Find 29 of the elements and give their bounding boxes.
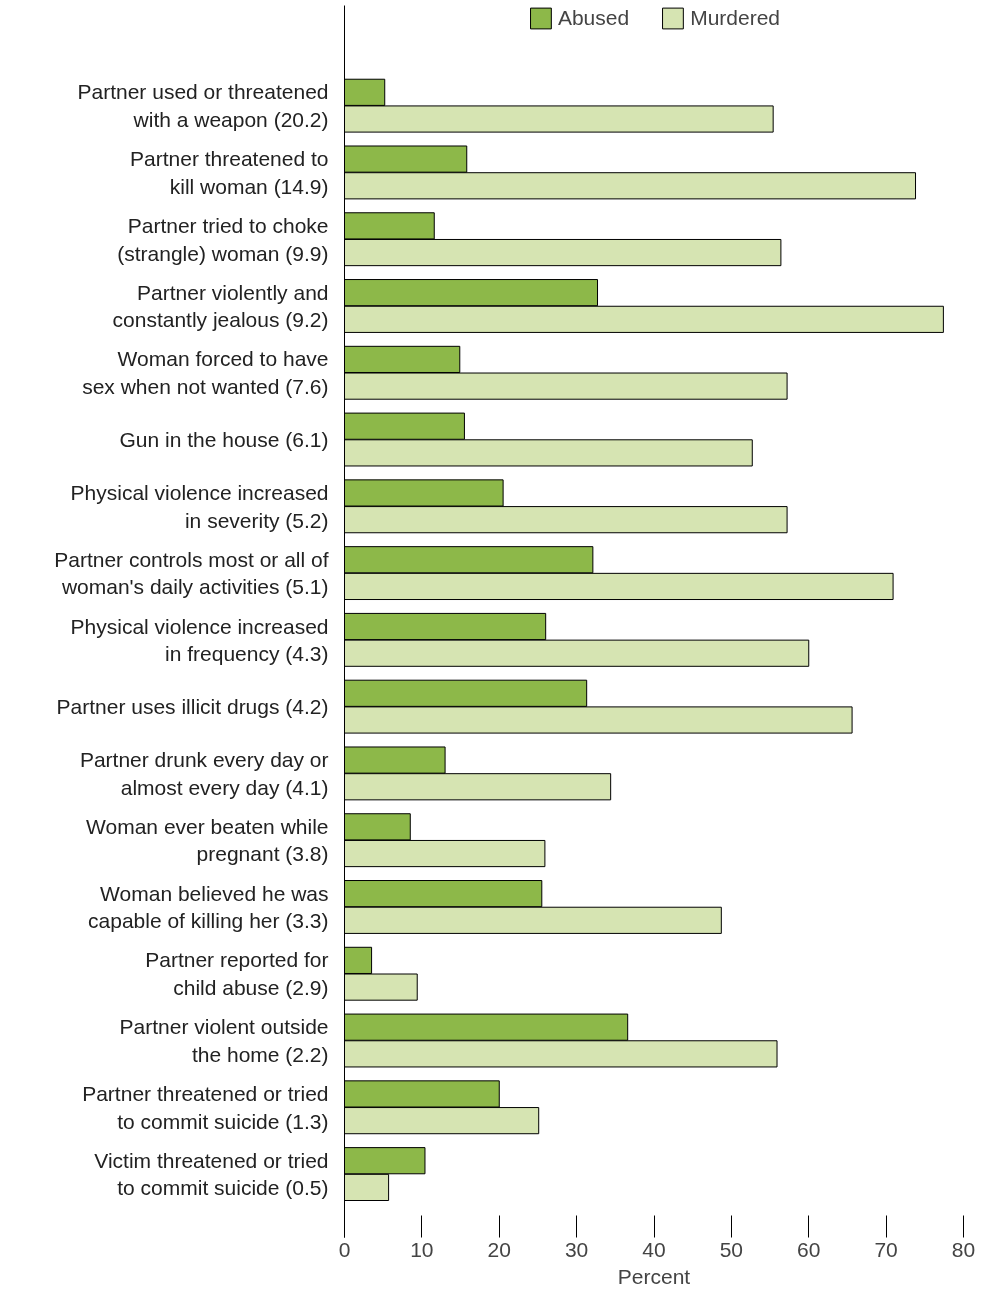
y-tick-label: Physical violence increased in frequency (4.3): [70, 614, 329, 666]
x-tick-label: 10: [410, 1237, 434, 1261]
x-tick-label: 20: [487, 1237, 511, 1261]
y-tick-label: Physical violence increased in severity (5.2): [70, 481, 329, 532]
x-tick-label: 80: [951, 1237, 976, 1261]
y-tick-label: Partner controls most or all of woman's daily activities (5.1): [54, 547, 329, 599]
y-tick-label: Partner reported for child abuse (2.9): [145, 948, 329, 1000]
y-tick-label: Partner violently and constantly jealous (9.2): [112, 280, 329, 332]
y-tick-label: Partner threatened or tried to commit suicide (1.3): [82, 1081, 329, 1133]
legend-label: Abused: [557, 6, 630, 30]
x-axis-title: Percent: [617, 1264, 691, 1288]
x-tick-label: 70: [874, 1237, 898, 1261]
y-tick-label: Gun in the house (6.1): [119, 428, 329, 452]
x-tick-label: 0: [338, 1237, 351, 1261]
x-tick-label: 50: [719, 1237, 744, 1261]
x-tick-label: 30: [564, 1237, 589, 1261]
x-tick-label: 60: [797, 1237, 821, 1261]
y-tick-label: Woman believed he was capable of killing her (3.3): [88, 881, 329, 933]
y-tick-label: Partner violent outside the home (2.2): [119, 1015, 329, 1066]
y-tick-label: Woman forced to have sex when not wanted (7.6): [82, 347, 329, 399]
x-tick-label: 40: [642, 1237, 666, 1261]
y-tick-label: Victim threatened or tried to commit suicide (0.5): [94, 1148, 329, 1200]
y-tick-label: Partner tried to choke (strangle) woman (9.9): [117, 213, 329, 265]
y-tick-label: Partner uses illicit drugs (4.2): [56, 695, 329, 719]
legend-label: Murdered: [690, 6, 781, 30]
y-tick-label: Partner used or threatened with a weapon (20.2): [77, 80, 329, 131]
y-tick-label: Partner threatened to kill woman (14.9): [130, 147, 329, 198]
y-tick-label: Partner drunk every day or almost every day (4.1): [79, 748, 329, 799]
y-tick-label: Woman ever beaten while pregnant (3.8): [86, 814, 329, 866]
